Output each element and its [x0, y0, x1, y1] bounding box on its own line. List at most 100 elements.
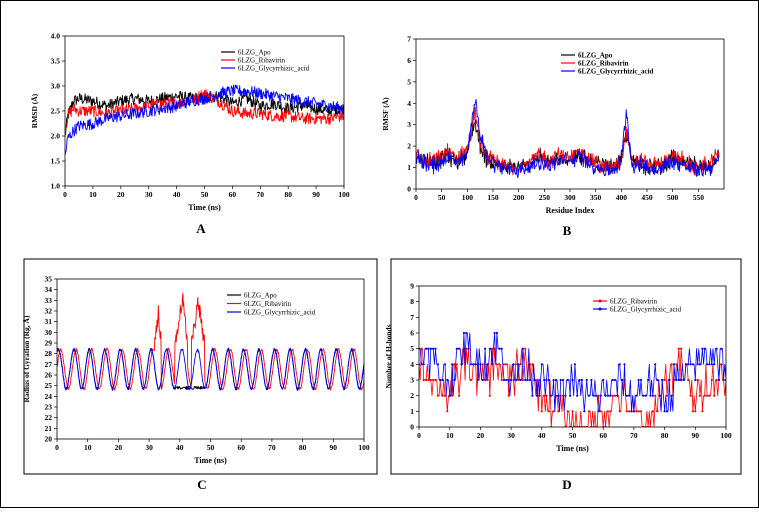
series-point	[481, 363, 484, 366]
x-tick-label: 0	[55, 443, 59, 452]
x-tick-label: 70	[257, 190, 265, 199]
series-point	[672, 363, 676, 366]
x-tick-label: 100	[462, 193, 474, 202]
series-point	[540, 410, 543, 413]
series-point	[550, 394, 553, 397]
panel-frame	[390, 258, 742, 475]
series-point	[536, 394, 539, 397]
series-point	[562, 378, 565, 382]
series-point	[708, 363, 711, 366]
x-tick-label: 30	[145, 190, 153, 199]
series-point	[604, 394, 607, 397]
series-point	[455, 363, 458, 366]
series-point	[552, 378, 555, 382]
series-point	[717, 378, 721, 382]
series-point	[587, 410, 591, 413]
series-point	[479, 363, 482, 366]
series-point	[502, 363, 506, 366]
series-point	[691, 363, 695, 366]
y-tick-label: 3	[410, 376, 414, 385]
series-point	[500, 378, 503, 382]
legend-entry: 6LZG_Glycyrrhizic_acid	[578, 68, 654, 76]
series-point	[521, 378, 525, 382]
series-point	[713, 363, 716, 366]
y-tick-label: 1	[407, 163, 411, 172]
series-point	[507, 378, 510, 382]
x-tick-label: 50	[569, 431, 577, 440]
y-tick-label: 3	[407, 120, 411, 129]
x-tick-label: 20	[115, 443, 123, 452]
y-tick-label: 1.5	[51, 157, 61, 166]
chart-panel-d: 0 10 20 30 40 50 60 70 80 90 100 0 1 2 3 4 5 6 7 8 9 Time (ns…	[384, 258, 742, 492]
legend-entry: 6LZG_Glycyrrhizic_acid	[610, 306, 682, 314]
series-point	[602, 378, 605, 382]
series-point	[703, 394, 706, 397]
series-point	[495, 363, 498, 366]
series-point	[675, 378, 678, 382]
series-point	[451, 363, 454, 366]
series-line	[57, 347, 364, 391]
series-point	[675, 363, 678, 366]
series-point	[696, 378, 699, 382]
y-tick-label: 30	[45, 328, 53, 337]
x-tick-label: 10	[446, 431, 454, 440]
series-point	[628, 394, 631, 397]
series-point	[569, 394, 572, 397]
series-point	[533, 378, 536, 382]
y-tick-label: 24	[45, 392, 53, 401]
series-point	[720, 363, 723, 366]
y-tick-label: 2.0	[51, 132, 61, 141]
series-point	[609, 410, 612, 413]
series-point	[507, 394, 510, 397]
series-point	[519, 363, 522, 366]
x-tick-label: 90	[330, 443, 338, 452]
x-tick-label: 100	[338, 190, 350, 199]
series-point	[680, 378, 683, 382]
series-point	[606, 410, 610, 413]
chart-panel-b: 0 50 100 150 200 250 300 350 400 450 500 550 0 1 2 3 4 5 6…	[381, 35, 725, 238]
legend-entry: 6LZG_Glycyrrhizic_acid	[244, 309, 316, 317]
series-point	[486, 363, 489, 366]
series-point	[599, 410, 602, 413]
series-point	[661, 378, 664, 382]
legend-entry: 6LZG_Apo	[238, 49, 271, 57]
series-point	[639, 378, 643, 382]
series-point	[474, 363, 477, 366]
y-tick-label: 34	[45, 285, 53, 294]
series-point	[517, 378, 520, 382]
series-point	[701, 347, 704, 350]
y-axis-label: RMSD (Å)	[30, 93, 39, 128]
series-point	[519, 378, 522, 382]
x-axis-label: Residue Index	[546, 206, 595, 215]
series-point	[720, 347, 723, 350]
series-point	[618, 363, 621, 366]
series-line	[65, 89, 344, 137]
series-group	[419, 331, 726, 427]
series-point	[611, 394, 614, 397]
series-point	[517, 363, 520, 366]
series-point	[623, 363, 626, 366]
series-point	[706, 394, 709, 397]
x-tick-label: 90	[312, 190, 320, 199]
y-tick-label: 2	[410, 391, 414, 400]
series-point	[486, 378, 489, 382]
series-point	[665, 394, 669, 397]
y-tick-label: 4.0	[51, 32, 61, 41]
series-point	[469, 363, 473, 366]
series-point	[590, 378, 593, 382]
series-point	[488, 347, 491, 350]
series-point	[476, 378, 480, 382]
series-point	[595, 394, 598, 397]
series-point	[446, 410, 449, 413]
x-tick-label: 30	[507, 431, 515, 440]
series-point	[564, 394, 567, 397]
series-point	[687, 363, 690, 366]
x-tick-label: 20	[477, 431, 485, 440]
series-point	[573, 363, 577, 366]
series-point	[441, 378, 444, 382]
series-point	[448, 394, 451, 397]
y-tick-label: 9	[410, 282, 414, 291]
y-tick-label: 25	[45, 381, 53, 390]
y-tick-label: 8	[410, 297, 414, 306]
series-point	[488, 394, 491, 397]
